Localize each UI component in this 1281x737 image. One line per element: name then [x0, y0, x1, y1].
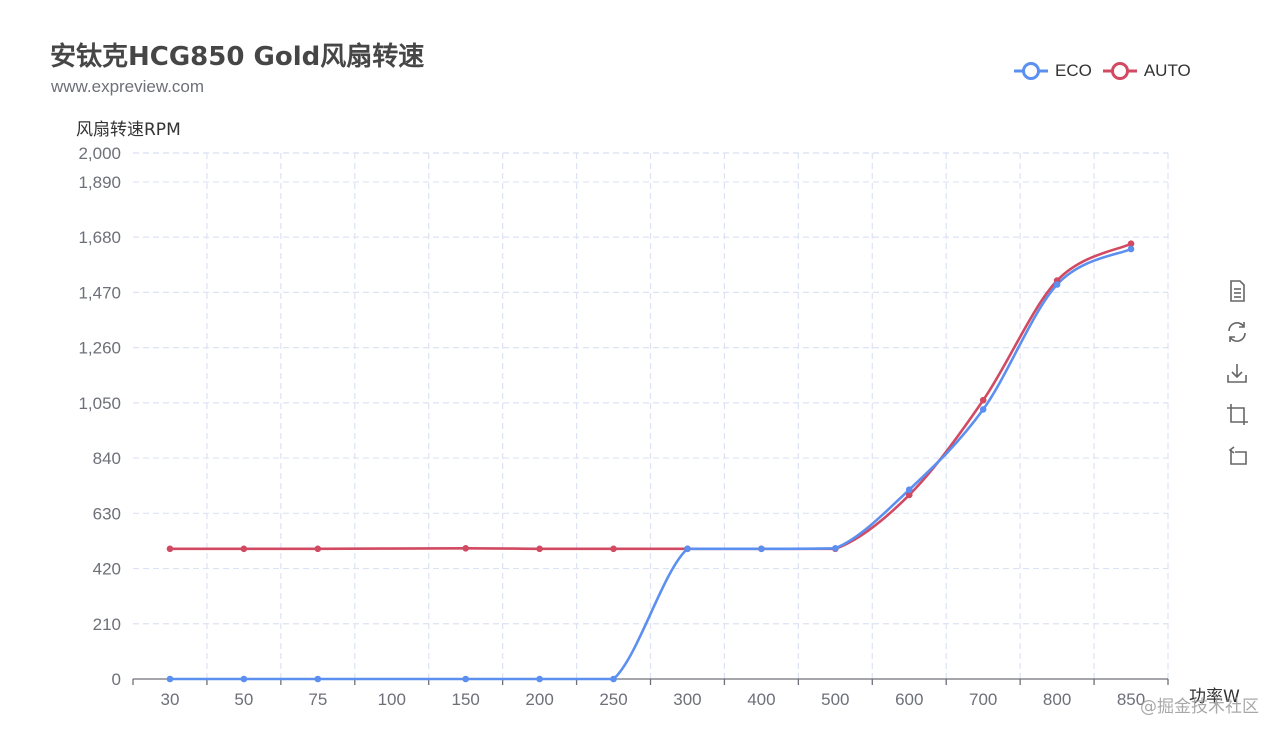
legend-auto-label: AUTO	[1143, 61, 1191, 80]
chart-title: 安钛克HCG850 Gold风扇转速	[50, 42, 425, 72]
legend-item-eco[interactable]: ECO	[1013, 61, 1092, 81]
data-point-auto	[610, 545, 617, 553]
data-point-eco	[905, 486, 913, 493]
data-point-auto	[240, 545, 248, 553]
series-lines	[166, 240, 1135, 683]
x-tick-label: 600	[895, 690, 923, 709]
data-point-eco	[1053, 281, 1061, 288]
x-tick-label: 250	[599, 690, 627, 709]
data-point-eco	[462, 675, 469, 683]
data-point-eco	[979, 406, 987, 413]
x-tick-label: 100	[378, 690, 406, 709]
y-tick-label: 1,470	[78, 283, 121, 302]
data-point-auto	[462, 544, 469, 552]
x-tick-label: 75	[308, 690, 327, 709]
zoom-reset-icon[interactable]	[1224, 442, 1250, 468]
restore-icon[interactable]	[1224, 319, 1250, 345]
data-point-eco	[1127, 245, 1135, 253]
y-tick-label: 1,260	[78, 339, 121, 358]
y-tick-label: 1,050	[78, 394, 121, 413]
x-tick-label: 850	[1117, 690, 1145, 709]
y-tick-label: 2,000	[78, 144, 121, 163]
save-image-icon[interactable]	[1224, 360, 1250, 386]
data-point-eco	[240, 675, 248, 683]
data-point-auto	[979, 396, 987, 404]
y-tick-label: 1,890	[78, 173, 121, 192]
y-tick-label: 1,680	[78, 228, 121, 247]
x-tick-label: 200	[525, 690, 553, 709]
data-point-eco	[314, 675, 322, 683]
data-view-icon[interactable]	[1224, 278, 1250, 304]
y-tick-label: 210	[93, 615, 121, 634]
y-tick-label: 0	[112, 670, 121, 689]
data-point-auto	[314, 545, 322, 553]
legend-item-auto[interactable]: AUTO	[1102, 61, 1191, 81]
data-point-auto	[166, 545, 174, 553]
data-point-eco	[166, 675, 174, 683]
y-tick-label: 420	[93, 560, 121, 579]
chart-subtitle[interactable]: www.expreview.com	[51, 77, 205, 96]
data-point-auto	[536, 545, 543, 553]
legend-eco-label: ECO	[1055, 61, 1092, 80]
x-axis-title: 功率W	[1189, 687, 1240, 707]
data-point-eco	[684, 545, 691, 553]
legend-eco-marker-icon	[1014, 62, 1048, 80]
y-axis-title: 风扇转速RPM	[76, 120, 181, 140]
grid-lines	[133, 152, 1169, 679]
x-tick-label: 400	[747, 690, 775, 709]
zoom-icon[interactable]	[1224, 401, 1250, 427]
data-point-eco	[536, 675, 543, 683]
y-tick-label: 630	[93, 504, 121, 523]
legend: ECO AUTO	[1013, 61, 1201, 81]
y-tick-label: 840	[93, 449, 121, 468]
watermark: @掘金技术社区	[1140, 697, 1259, 717]
axis-labels: 0 210 420 630 840 1,050 1,260 1,470 1,680 1,890 2,…	[76, 120, 1240, 709]
x-tick-label: 30	[161, 690, 180, 709]
x-tick-label: 300	[673, 690, 701, 709]
data-point-eco	[832, 544, 839, 552]
x-tick-label: 700	[969, 690, 997, 709]
data-point-eco	[610, 675, 617, 683]
data-point-eco	[758, 545, 765, 553]
toolbox	[1224, 278, 1252, 483]
x-tick-label: 150	[451, 690, 479, 709]
x-tick-label: 50	[234, 690, 253, 709]
legend-auto-marker-icon	[1102, 62, 1137, 80]
x-tick-label: 800	[1043, 690, 1071, 709]
x-tick-label: 500	[821, 690, 849, 709]
